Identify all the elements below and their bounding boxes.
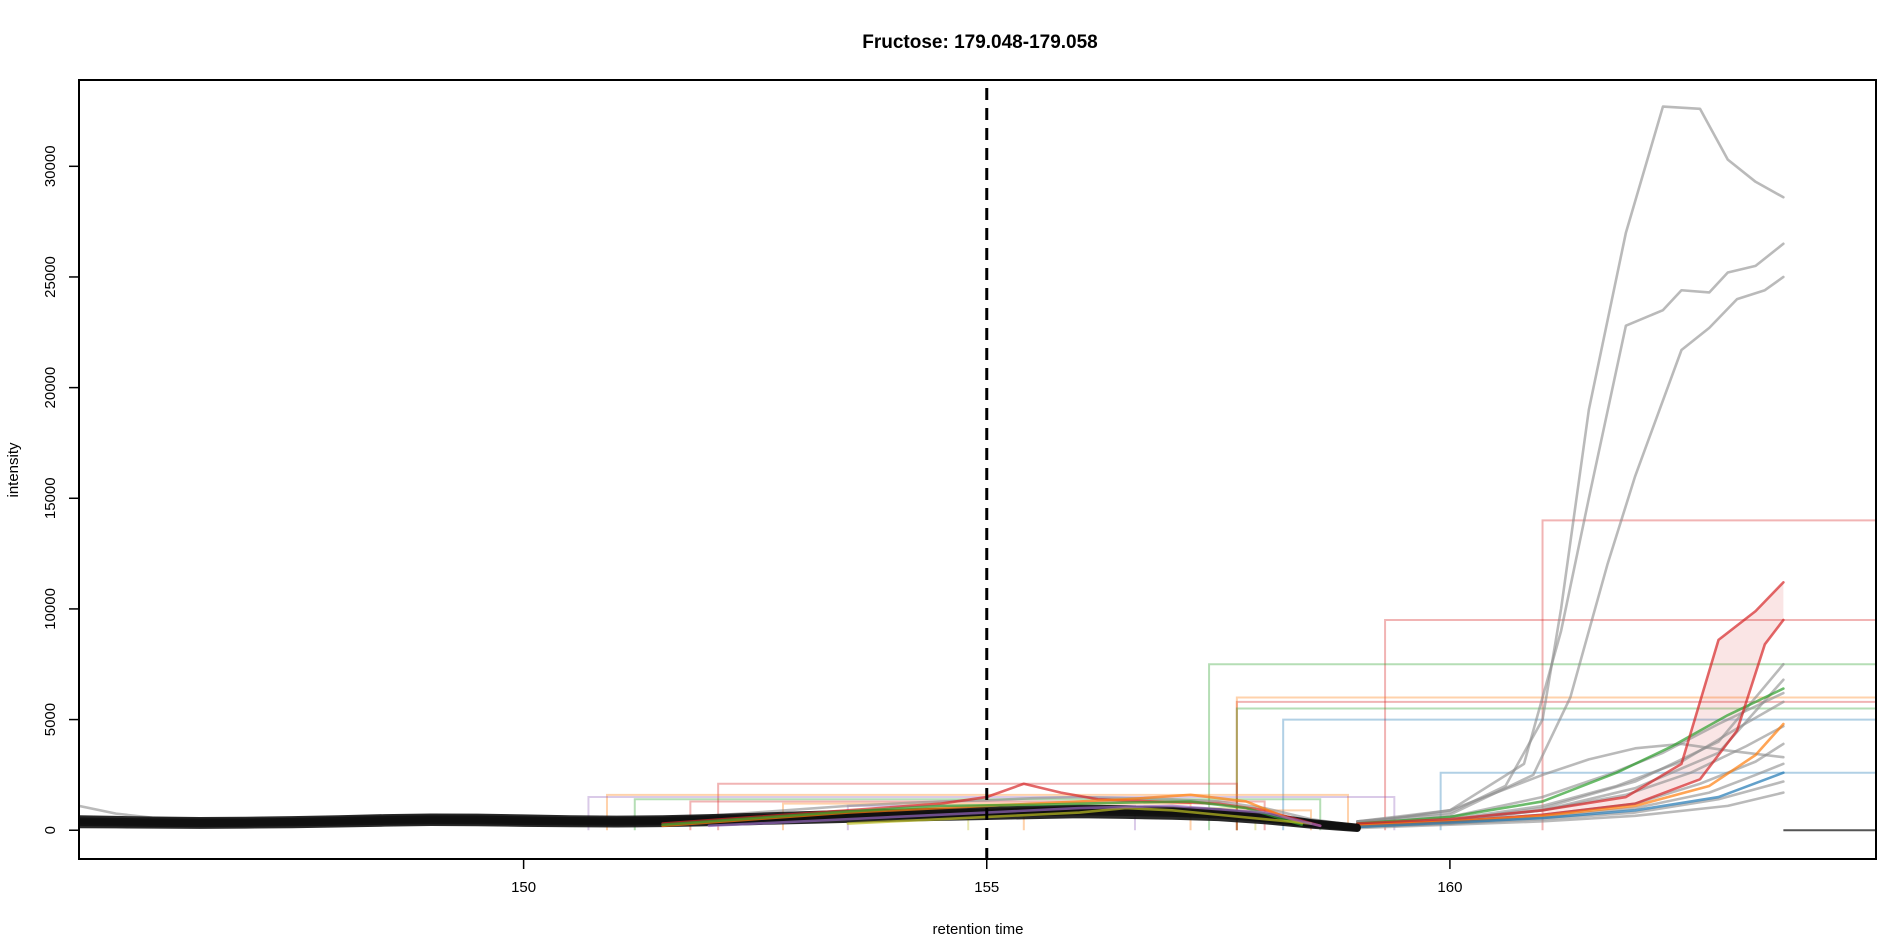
series-line-1: [1355, 242, 1785, 823]
y-tick-label: 15000: [42, 477, 59, 519]
series-line-25: [661, 800, 1303, 826]
y-tick-label: 25000: [42, 256, 59, 298]
x-tick-label: 160: [1437, 879, 1462, 896]
filled-peak-area: [1542, 582, 1784, 815]
chart-title: Fructose: 179.048-179.058: [862, 32, 1098, 53]
peak-box-6: [1282, 718, 1876, 831]
x-axis-label: retention time: [933, 921, 1024, 938]
peak-box-7: [1439, 771, 1876, 831]
y-axis-label: intensity: [5, 442, 22, 498]
y-tick-label: 10000: [42, 588, 59, 630]
y-axis: 0 5000 10000 15000 20000 25000 30000: [42, 145, 79, 834]
x-tick-label: 155: [974, 879, 999, 896]
peak-box-3: [1235, 700, 1876, 831]
series-line-10: [1355, 791, 1785, 830]
peak-box-4: [1235, 696, 1876, 831]
y-tick-label: 30000: [42, 145, 59, 187]
y-tick-label: 20000: [42, 367, 59, 409]
y-tick-label: 5000: [42, 703, 59, 736]
y-tick-label: 0: [42, 826, 59, 834]
peak-box-9: [605, 793, 1350, 831]
series-line-13: [1355, 687, 1785, 825]
series-line-26: [846, 806, 1313, 825]
plot-area: [79, 88, 1876, 859]
series-line-0: [1355, 105, 1785, 823]
x-axis: 150 155 160: [511, 859, 1462, 896]
series-line-27: [707, 804, 1322, 828]
peak-box-5: [1235, 707, 1876, 831]
peak-box-10: [587, 796, 1396, 831]
plot-frame: [78, 79, 1877, 860]
peak-box-2: [1208, 663, 1876, 831]
x-tick-label: 150: [511, 879, 536, 896]
series-line-14: [1355, 581, 1785, 825]
peak-box-1: [1384, 618, 1876, 831]
peak-box-0: [1541, 519, 1876, 831]
series-line-17: [1355, 771, 1785, 829]
